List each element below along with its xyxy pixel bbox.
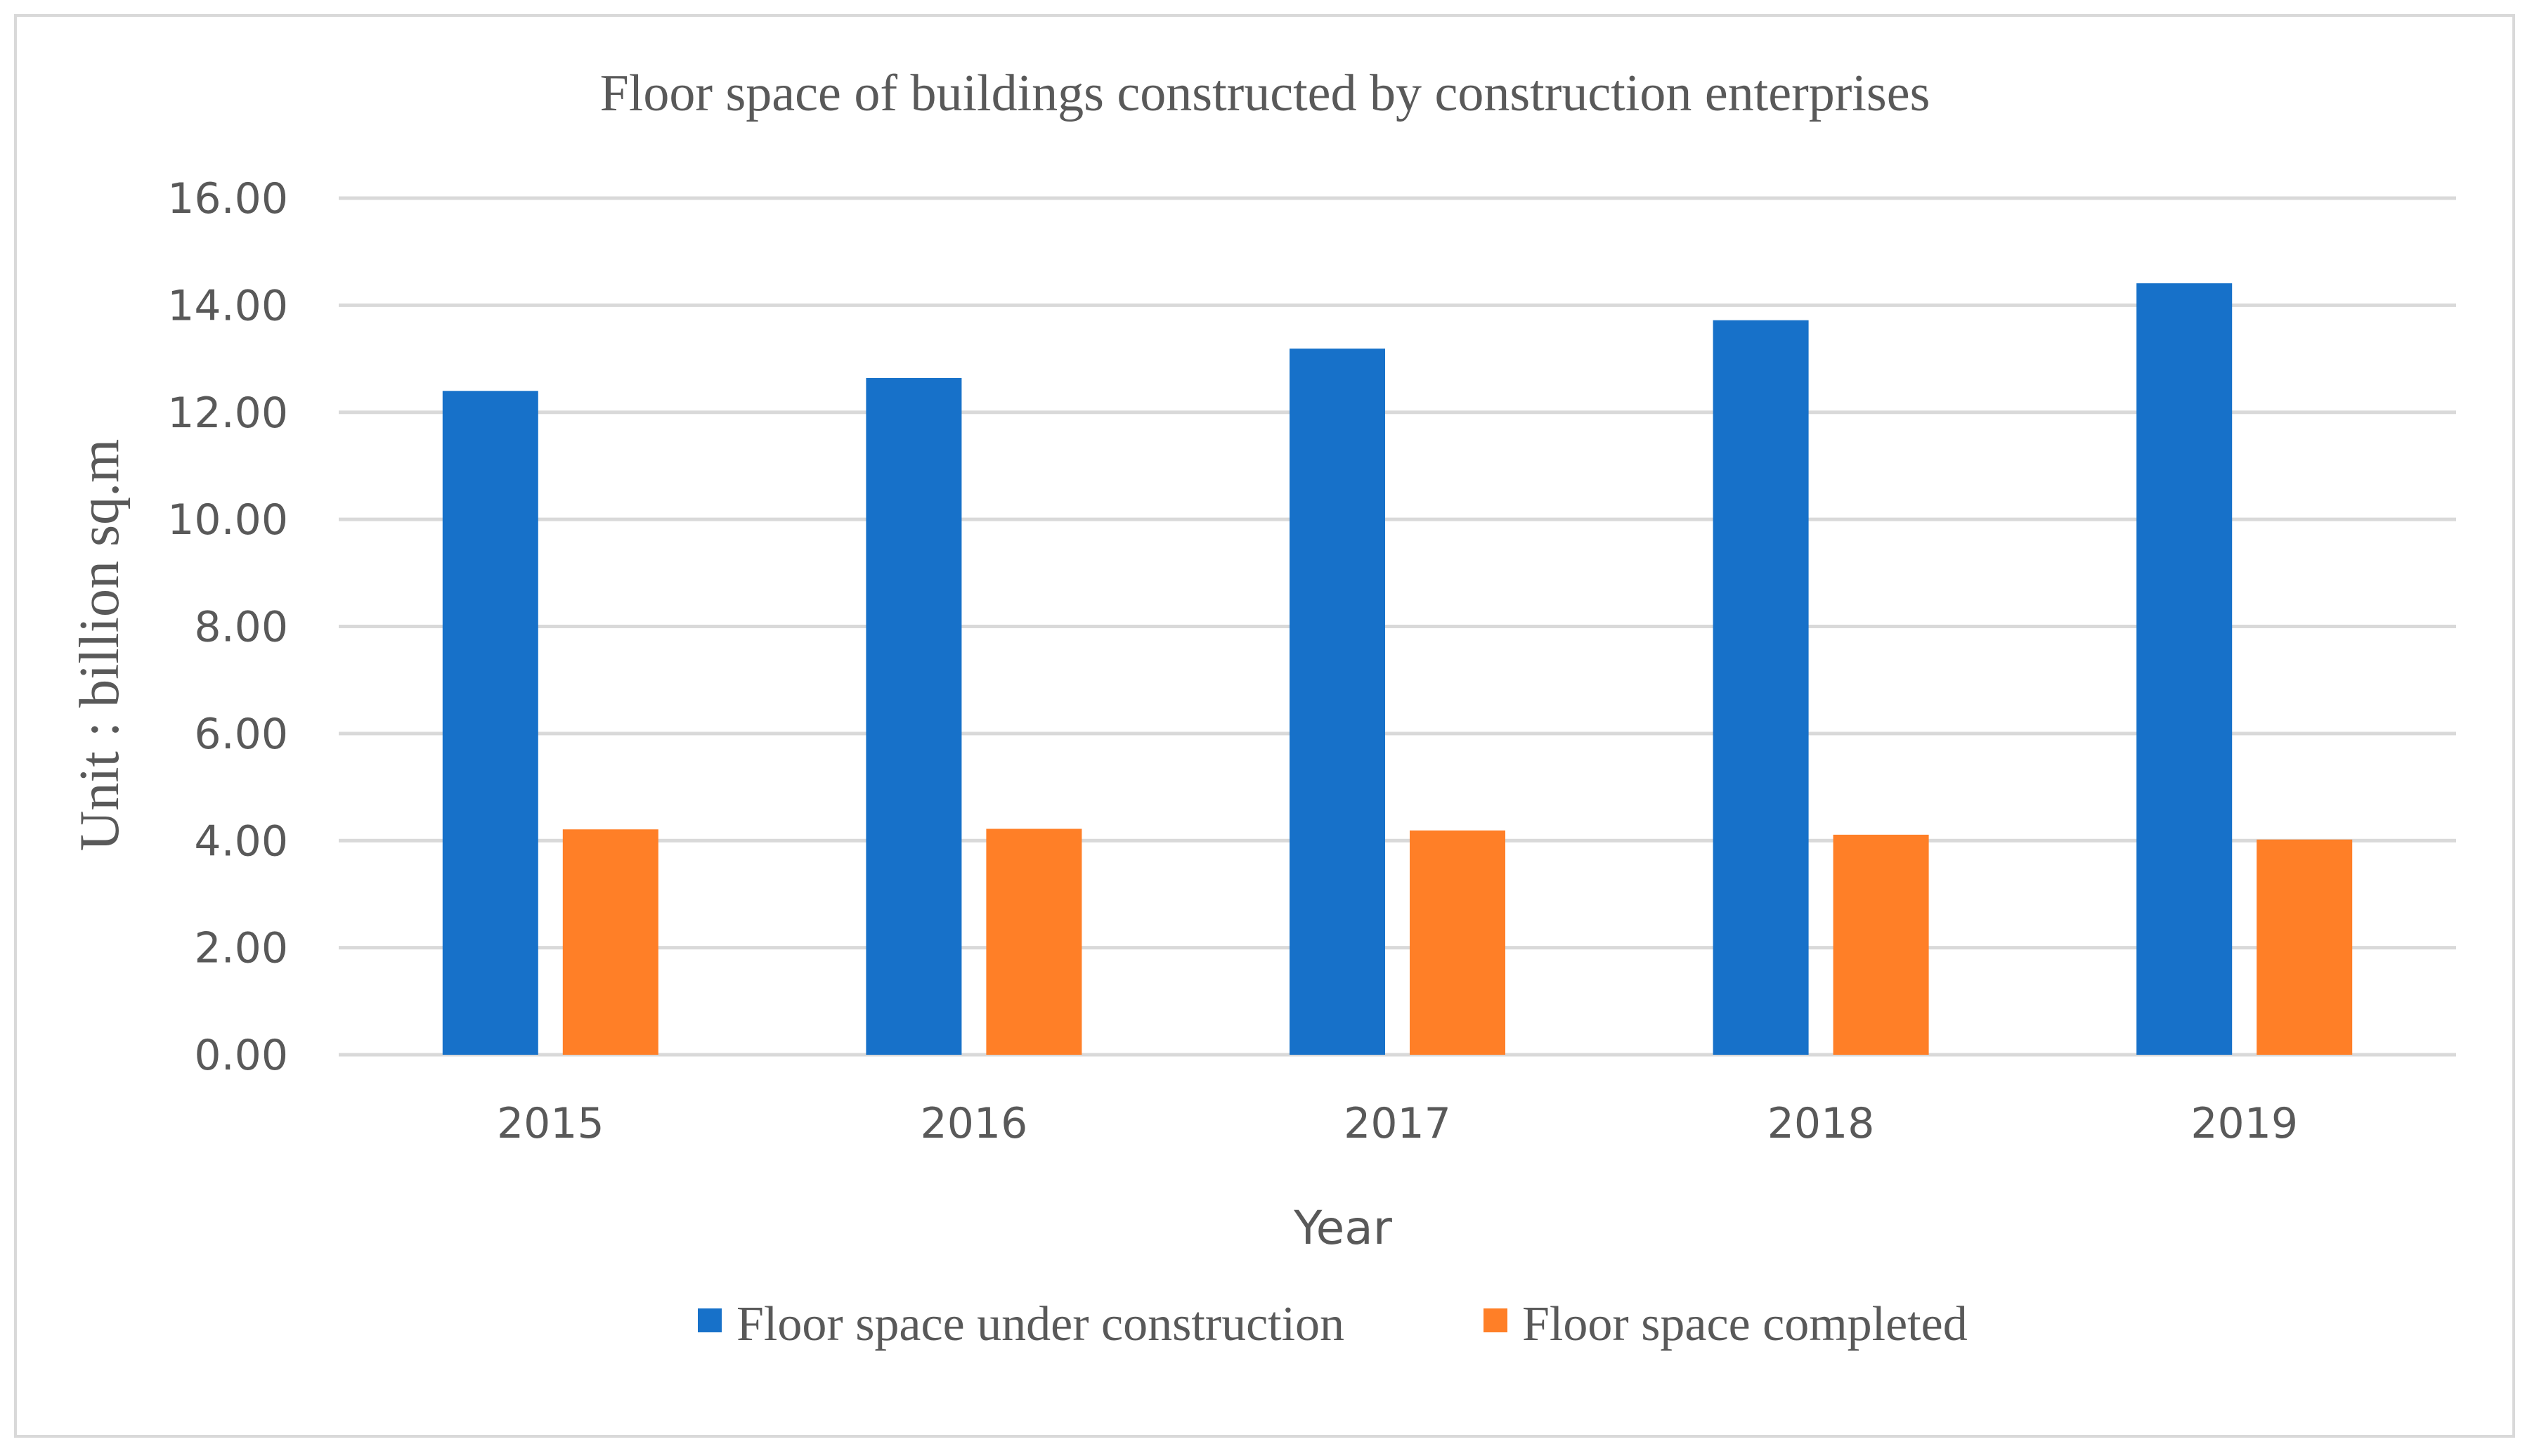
bar-under-construction-2019 <box>2136 283 2233 1055</box>
y-tick-label: 2.00 <box>194 924 288 973</box>
chart-title: Floor space of buildings constructed by … <box>600 65 1930 122</box>
bars <box>442 283 2353 1055</box>
bar-completed-2017 <box>1410 830 1505 1055</box>
x-tick-label: 2018 <box>1767 1099 1875 1148</box>
y-tick-label: 16.00 <box>167 174 288 223</box>
chart-frame <box>14 14 2515 1438</box>
y-tick-label: 14.00 <box>167 281 288 330</box>
x-axis-tick-labels: 2015 2016 2017 2018 2019 <box>497 1099 2298 1148</box>
bar-under-construction-2015 <box>442 391 538 1055</box>
x-tick-label: 2016 <box>921 1099 1028 1148</box>
x-tick-label: 2017 <box>1344 1099 1451 1148</box>
bar-under-construction-2018 <box>1713 320 1809 1055</box>
y-tick-label: 8.00 <box>194 603 288 652</box>
y-tick-label: 10.00 <box>167 495 288 545</box>
y-tick-label: 6.00 <box>194 710 288 759</box>
y-axis-tick-labels: 0.00 2.00 4.00 6.00 8.00 10.00 12.00 14.00 16.00 <box>167 174 288 1080</box>
legend: Floor space under construction Floor spa… <box>698 1297 1968 1351</box>
x-axis-title: Year <box>1293 1201 1393 1255</box>
legend-swatch-under-construction <box>698 1308 722 1332</box>
bar-under-construction-2017 <box>1290 349 1385 1055</box>
y-tick-label: 12.00 <box>167 389 288 438</box>
bar-under-construction-2016 <box>866 377 962 1055</box>
bar-completed-2019 <box>2257 839 2353 1055</box>
y-tick-label: 4.00 <box>194 817 288 866</box>
y-tick-label: 0.00 <box>194 1031 288 1080</box>
legend-label-completed: Floor space completed <box>1522 1297 1968 1351</box>
legend-label-under-construction: Floor space under construction <box>736 1297 1344 1351</box>
x-tick-label: 2019 <box>2190 1099 2298 1148</box>
bar-completed-2018 <box>1833 834 1929 1055</box>
bar-completed-2015 <box>562 829 658 1055</box>
x-tick-label: 2015 <box>497 1099 604 1148</box>
gridlines <box>339 196 2456 1057</box>
legend-swatch-completed <box>1484 1308 1507 1332</box>
y-axis-title: Unit : billion sq.m <box>69 439 131 852</box>
bar-completed-2016 <box>986 828 1082 1055</box>
